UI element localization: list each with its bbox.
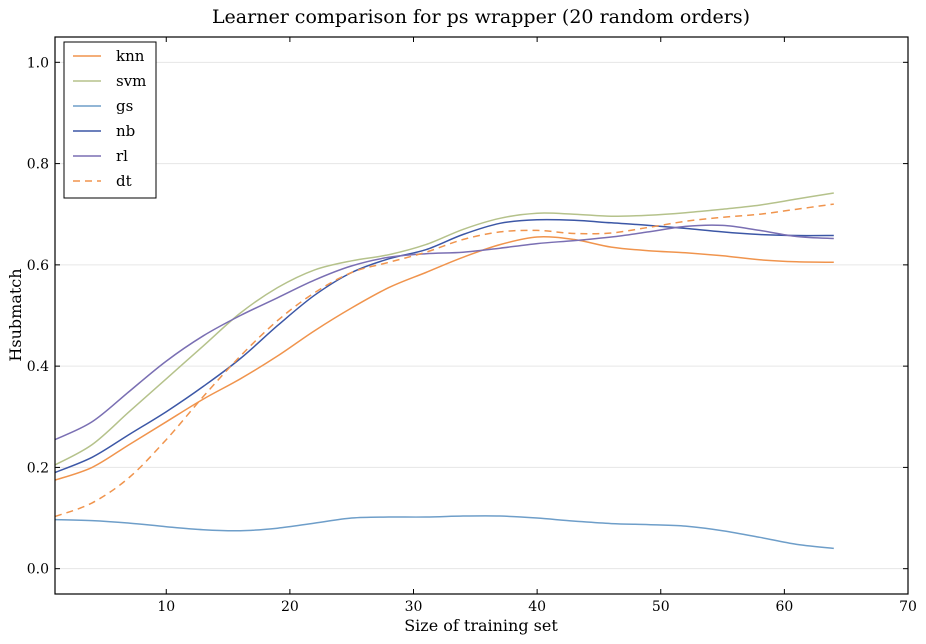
series-line-dt: [54, 203, 834, 518]
x-tick-label: 30: [405, 599, 423, 615]
legend-label-dt: dt: [116, 172, 132, 190]
plot-area-frame: [54, 36, 909, 595]
series-line-gs: [54, 515, 834, 550]
series-lines: [54, 192, 834, 550]
y-tick-label: 0.8: [27, 157, 49, 173]
legend-label-gs: gs: [116, 97, 133, 115]
legend-label-knn: knn: [116, 47, 145, 65]
legend-label-svm: svm: [116, 72, 146, 90]
legend-label-nb: nb: [116, 122, 135, 140]
series-line-svm: [54, 192, 834, 466]
legend-box: [63, 41, 157, 199]
y-tick-label: 1.0: [27, 55, 49, 71]
series-line-nb: [54, 218, 834, 474]
x-tick-label: 40: [528, 599, 546, 615]
axis-ticks: 10 20 30 40 50 60 70 0.0 0.2 0.4 0.6 0.8 1.0: [27, 37, 917, 615]
legend-label-rl: rl: [116, 147, 128, 165]
x-tick-label: 20: [281, 599, 299, 615]
y-axis-label: Hsubmatch: [6, 268, 25, 361]
x-tick-label: 60: [775, 599, 793, 615]
y-tick-label: 0.2: [27, 460, 49, 476]
x-tick-label: 50: [652, 599, 670, 615]
gridlines: [55, 61, 908, 570]
x-tick-label: 10: [157, 599, 175, 615]
chart-title: Learner comparison for ps wrapper (20 ra…: [212, 6, 750, 28]
x-tick-label: 70: [899, 599, 917, 615]
y-tick-label: 0.6: [27, 258, 49, 274]
series-line-knn: [54, 236, 834, 481]
x-axis-label: Size of training set: [404, 616, 558, 635]
y-tick-label: 0.4: [27, 359, 49, 375]
y-tick-label: 0.0: [27, 562, 49, 578]
series-line-rl: [54, 224, 834, 441]
legend: knn svm gs nb rl dt: [63, 41, 157, 199]
